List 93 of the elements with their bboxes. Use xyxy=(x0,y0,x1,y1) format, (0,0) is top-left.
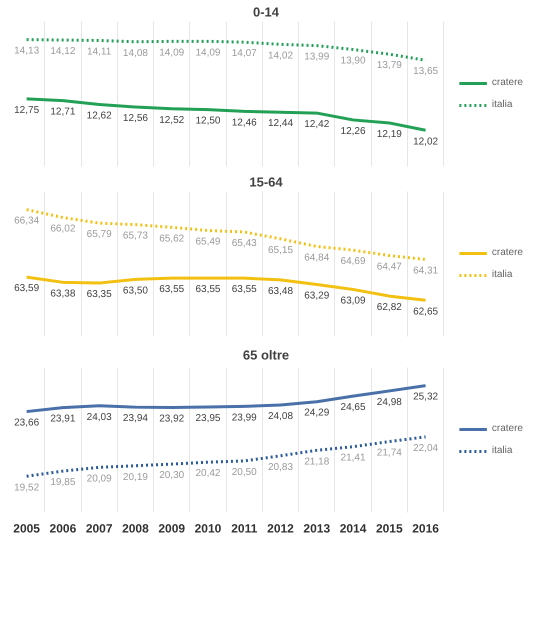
data-label: 20,42 xyxy=(195,468,221,480)
x-tick-label: 2005 xyxy=(13,522,40,536)
data-label: 23,92 xyxy=(159,414,185,424)
data-label: 20,30 xyxy=(159,470,185,482)
data-label: 12,26 xyxy=(340,126,366,137)
data-label: 14,09 xyxy=(195,47,221,58)
data-label: 63,35 xyxy=(86,289,112,300)
data-label: 19,52 xyxy=(14,482,40,494)
data-label: 14,11 xyxy=(87,46,112,58)
data-label: 63,55 xyxy=(159,284,185,296)
data-label: 14,08 xyxy=(122,48,148,59)
data-label: 23,66 xyxy=(14,418,40,429)
data-label: 62,82 xyxy=(376,302,402,314)
data-label: 23,94 xyxy=(122,413,148,424)
data-label: 12,50 xyxy=(195,116,221,127)
data-label: 24,98 xyxy=(376,396,402,408)
data-label: 64,84 xyxy=(304,252,330,264)
data-label: 63,55 xyxy=(232,284,258,296)
data-label: 12,44 xyxy=(268,118,294,130)
data-label: 14,02 xyxy=(268,50,294,62)
data-label: 12,52 xyxy=(159,114,185,126)
data-label: 63,50 xyxy=(122,285,148,296)
x-tick-label: 2014 xyxy=(340,522,367,536)
data-label: 12,56 xyxy=(122,113,148,124)
data-label: 20,19 xyxy=(122,472,148,483)
data-label: 64,47 xyxy=(376,262,402,273)
legend-label: cratere xyxy=(492,423,523,434)
data-label: 14,13 xyxy=(14,46,40,57)
x-tick-label: 2007 xyxy=(86,522,113,536)
data-label: 25,32 xyxy=(413,392,439,403)
data-label: 12,62 xyxy=(86,110,112,122)
x-tick-label: 2016 xyxy=(412,522,440,536)
data-label: 21,74 xyxy=(376,448,402,459)
chart-title: 15-64 xyxy=(249,174,284,190)
data-label: 13,99 xyxy=(304,52,330,63)
data-label: 13,79 xyxy=(376,60,402,72)
data-label: 12,19 xyxy=(376,128,402,140)
chart-title: 65 oltre xyxy=(242,348,290,362)
x-tick-label: 2006 xyxy=(50,522,77,536)
data-label: 63,55 xyxy=(195,284,221,296)
data-label: 20,50 xyxy=(232,466,258,478)
x-tick-label: 2011 xyxy=(231,522,258,536)
legend-label: italia xyxy=(492,445,512,456)
data-label: 14,12 xyxy=(50,46,76,58)
data-label: 12,71 xyxy=(50,106,76,118)
x-tick-label: 2012 xyxy=(267,522,294,536)
data-label: 63,38 xyxy=(50,288,76,300)
legend-label: cratere xyxy=(492,247,523,258)
chart-title: 0-14 xyxy=(252,4,280,20)
x-tick-label: 2010 xyxy=(194,522,222,536)
data-label: 24,03 xyxy=(86,412,112,423)
legend-label: italia xyxy=(492,269,512,280)
data-label: 66,02 xyxy=(50,223,76,234)
data-label: 63,29 xyxy=(304,290,330,302)
data-label: 21,18 xyxy=(304,456,330,468)
data-label: 12,02 xyxy=(413,136,439,148)
data-label: 65,15 xyxy=(268,244,294,256)
data-label: 19,85 xyxy=(50,477,76,488)
data-label: 65,73 xyxy=(122,230,148,242)
data-label: 23,91 xyxy=(50,414,76,425)
data-label: 24,29 xyxy=(304,408,330,419)
data-label: 14,07 xyxy=(232,48,258,60)
data-label: 65,79 xyxy=(86,229,112,240)
data-label: 12,42 xyxy=(304,119,330,130)
x-tick-label: 2013 xyxy=(303,522,330,536)
data-label: 63,09 xyxy=(340,295,366,306)
data-label: 21,41 xyxy=(340,452,366,464)
data-label: 65,43 xyxy=(232,238,258,249)
x-tick-label: 2015 xyxy=(376,522,403,536)
data-label: 24,65 xyxy=(340,402,366,414)
data-label: 23,95 xyxy=(195,413,221,424)
x-tick-label: 2008 xyxy=(122,522,150,536)
x-tick-label: 2009 xyxy=(158,522,186,536)
data-label: 14,09 xyxy=(159,47,185,58)
legend-label: italia xyxy=(492,99,512,110)
data-label: 64,69 xyxy=(340,256,366,268)
data-label: 62,65 xyxy=(413,306,439,318)
data-label: 23,99 xyxy=(232,412,258,424)
data-label: 20,83 xyxy=(268,462,294,473)
data-label: 65,62 xyxy=(159,233,185,244)
data-label: 63,59 xyxy=(14,283,40,294)
data-label: 13,65 xyxy=(413,66,439,78)
data-label: 24,08 xyxy=(268,411,294,422)
data-label: 20,09 xyxy=(86,473,112,484)
data-label: 12,46 xyxy=(232,117,258,128)
data-label: 63,48 xyxy=(268,286,294,297)
data-label: 12,75 xyxy=(14,104,40,116)
data-label: 64,31 xyxy=(413,265,439,276)
data-label: 22,04 xyxy=(413,442,439,454)
data-label: 66,34 xyxy=(14,216,40,227)
data-label: 65,49 xyxy=(195,236,221,248)
legend-label: cratere xyxy=(492,77,523,88)
data-label: 13,90 xyxy=(340,56,366,67)
